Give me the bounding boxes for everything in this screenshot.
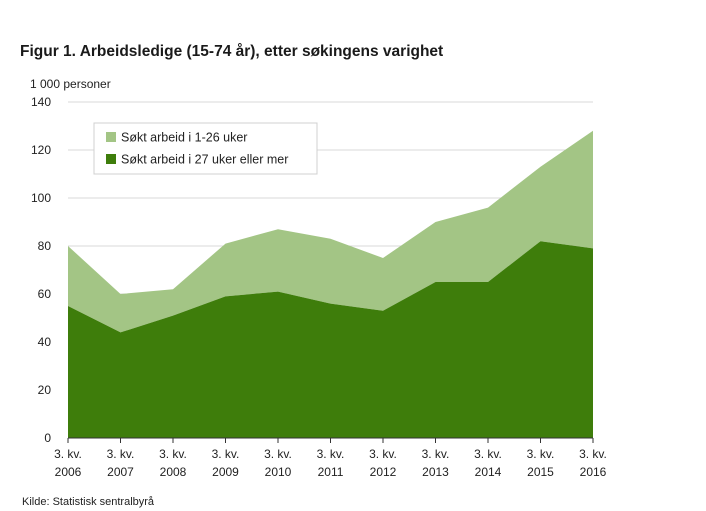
x-tick-label-quarter: 3. kv. — [579, 447, 607, 461]
x-tick-label-year: 2016 — [580, 465, 607, 479]
x-tick-label-quarter: 3. kv. — [54, 447, 82, 461]
y-tick-label: 80 — [38, 239, 52, 253]
y-tick-label: 100 — [31, 191, 51, 205]
x-tick-label-year: 2007 — [107, 465, 134, 479]
x-tick-label-quarter: 3. kv. — [527, 447, 555, 461]
x-tick-label-quarter: 3. kv. — [317, 447, 345, 461]
series-area-27-uker-eller-mer — [68, 241, 593, 438]
y-tick-label: 20 — [38, 383, 52, 397]
legend-swatch — [106, 154, 116, 164]
legend-label: Søkt arbeid i 27 uker eller mer — [121, 153, 288, 167]
x-tick-label-year: 2008 — [160, 465, 187, 479]
y-tick-label: 60 — [38, 287, 52, 301]
x-tick-label-year: 2013 — [422, 465, 449, 479]
legend-swatch — [106, 132, 116, 142]
chart-title: Figur 1. Arbeidsledige (15-74 år), etter… — [20, 43, 444, 60]
y-tick-label: 0 — [44, 431, 51, 445]
x-tick-label-quarter: 3. kv. — [474, 447, 502, 461]
x-tick-label-year: 2009 — [212, 465, 239, 479]
x-tick-label-year: 2015 — [527, 465, 554, 479]
y-tick-label: 40 — [38, 335, 52, 349]
y-axis-unit-label: 1 000 personer — [30, 77, 111, 91]
x-tick-label-quarter: 3. kv. — [107, 447, 135, 461]
x-tick-label-quarter: 3. kv. — [264, 447, 292, 461]
x-tick-label-year: 2011 — [318, 465, 344, 479]
x-tick-label-quarter: 3. kv. — [159, 447, 187, 461]
legend-label: Søkt arbeid i 1-26 uker — [121, 131, 247, 145]
x-tick-label-quarter: 3. kv. — [212, 447, 240, 461]
legend-box — [93, 122, 318, 175]
y-tick-label: 140 — [31, 95, 51, 109]
x-tick-label-year: 2006 — [55, 465, 82, 479]
x-tick-label-quarter: 3. kv. — [422, 447, 450, 461]
y-tick-label: 120 — [31, 143, 51, 157]
x-tick-label-year: 2014 — [475, 465, 502, 479]
x-tick-label-year: 2010 — [265, 465, 292, 479]
source-note: Kilde: Statistisk sentralbyrå — [22, 496, 155, 508]
x-tick-label-quarter: 3. kv. — [369, 447, 397, 461]
x-tick-label-year: 2012 — [370, 465, 397, 479]
